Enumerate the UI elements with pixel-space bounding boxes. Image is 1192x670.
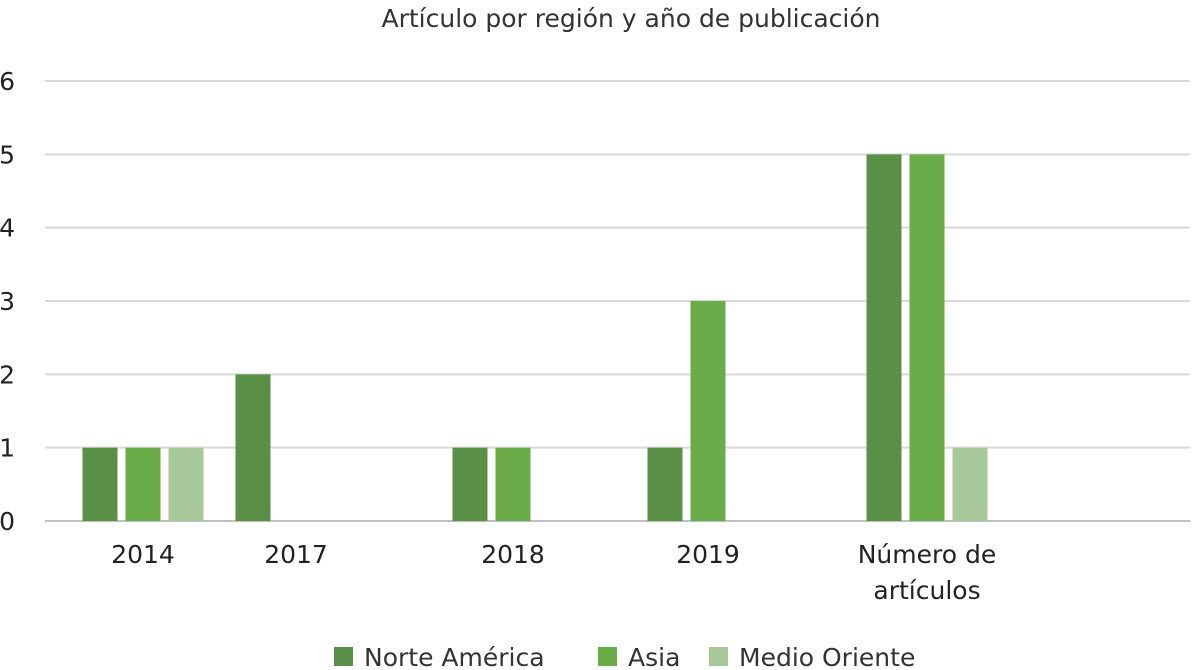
bar — [235, 374, 271, 521]
x-axis-labels: 2014 2017 2018 2019 Número de artículos — [111, 540, 996, 605]
x-tick-label: 2017 — [264, 540, 328, 569]
x-tick-label: 2014 — [111, 540, 175, 569]
bar — [452, 447, 488, 521]
legend-item: Norte América — [334, 643, 545, 670]
bar — [495, 447, 531, 521]
legend-label: Medio Oriente — [739, 643, 915, 670]
legend-item: Asia — [598, 643, 680, 670]
bar — [690, 301, 726, 521]
bars — [82, 154, 988, 522]
y-tick-label: 4 — [0, 214, 15, 243]
y-tick-label: 2 — [0, 360, 15, 389]
y-tick-label: 5 — [0, 140, 15, 169]
x-tick-label: 2019 — [676, 540, 740, 569]
bar — [647, 447, 683, 521]
legend-swatch — [334, 647, 353, 666]
legend-swatch — [598, 647, 617, 666]
bar — [952, 447, 988, 521]
chart-title: Artículo por región y año de publicación — [381, 4, 880, 33]
y-axis-ticks: 0 1 2 3 4 5 6 — [0, 67, 15, 536]
x-tick-label: 2018 — [481, 540, 545, 569]
legend: Norte América Asia Medio Oriente — [334, 643, 915, 670]
legend-label: Asia — [628, 643, 680, 670]
legend-label: Norte América — [364, 643, 545, 670]
x-tick-label: Número de artículos — [858, 540, 997, 605]
bar — [125, 447, 161, 521]
legend-swatch — [709, 647, 728, 666]
legend-item: Medio Oriente — [709, 643, 915, 670]
bar — [866, 154, 902, 522]
y-tick-label: 6 — [0, 67, 15, 96]
bar — [909, 154, 945, 522]
bar — [168, 447, 204, 521]
y-tick-label: 1 — [0, 434, 15, 463]
bar — [82, 447, 118, 521]
y-tick-label: 0 — [0, 507, 15, 536]
y-tick-label: 3 — [0, 287, 15, 316]
grid-lines — [45, 80, 1190, 522]
